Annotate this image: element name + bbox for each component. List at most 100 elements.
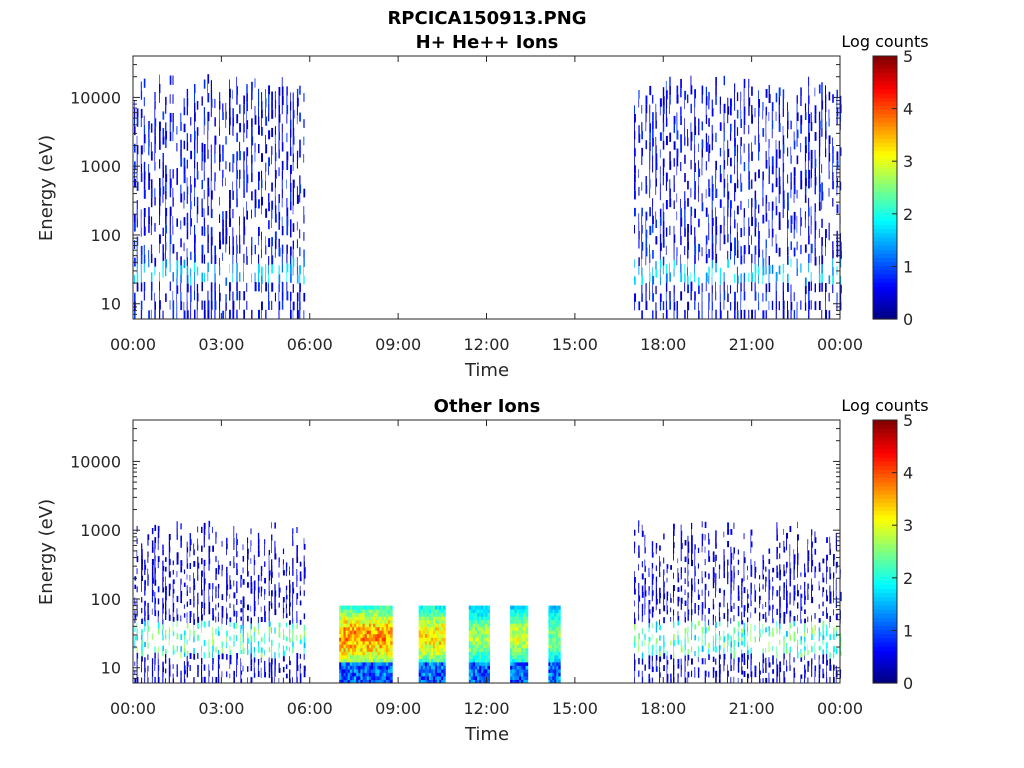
- heatmap-streak: [673, 609, 675, 616]
- heatmap-streak: [787, 228, 788, 238]
- heatmap-streak: [743, 671, 746, 677]
- heatmap-streak: [680, 567, 682, 574]
- heatmap-block-cell: [433, 637, 436, 642]
- colorbar-swatch: [873, 154, 897, 160]
- heatmap-streak: [789, 664, 791, 671]
- heatmap-streak: [246, 255, 248, 265]
- heatmap-streak: [157, 677, 160, 683]
- colorbar-swatch: [873, 146, 897, 152]
- heatmap-block-cell: [420, 651, 424, 656]
- heatmap-streak: [240, 678, 243, 683]
- heatmap-block-cell: [468, 665, 472, 670]
- heatmap-streak: [768, 256, 770, 265]
- heatmap-block-cell: [362, 651, 366, 656]
- heatmap-streak: [719, 96, 721, 106]
- heatmap-streak: [673, 621, 675, 628]
- heatmap-streak: [201, 620, 203, 627]
- heatmap-streak: [786, 532, 788, 539]
- heatmap-streak: [265, 162, 267, 172]
- heatmap-block-cell: [388, 626, 391, 631]
- heatmap-streak: [836, 116, 838, 125]
- heatmap-streak: [203, 162, 205, 172]
- heatmap-block-cell: [339, 626, 342, 631]
- heatmap-block-cell: [390, 647, 393, 652]
- heatmap-streak: [641, 603, 644, 610]
- heatmap-block-cell: [366, 679, 370, 684]
- heatmap-streak: [242, 602, 245, 608]
- heatmap-block-cell: [485, 665, 488, 670]
- heatmap-streak: [651, 563, 654, 569]
- heatmap-streak: [748, 171, 750, 181]
- heatmap-block-cell: [521, 665, 524, 670]
- heatmap-streak: [271, 146, 273, 156]
- heatmap-block-cell: [351, 644, 355, 649]
- heatmap-streak: [772, 595, 773, 601]
- heatmap-streak: [208, 533, 210, 540]
- heatmap-streak: [797, 645, 798, 652]
- heatmap-streak: [247, 666, 249, 672]
- heatmap-block-cell: [343, 616, 347, 621]
- heatmap-block-cell: [426, 640, 430, 645]
- heatmap-streak: [684, 666, 686, 672]
- heatmap-block-cell: [510, 640, 513, 645]
- heatmap-block-cell: [383, 623, 387, 628]
- heatmap-streak: [659, 661, 660, 668]
- heatmap-streak: [808, 104, 809, 114]
- heatmap-block-cell: [362, 609, 366, 614]
- heatmap-block-cell: [341, 654, 344, 659]
- heatmap-block-cell: [358, 609, 361, 614]
- heatmap-block-cell: [428, 626, 432, 631]
- heatmap-block-cell: [475, 651, 478, 656]
- heatmap-streak: [832, 146, 834, 155]
- heatmap-streak: [783, 540, 785, 547]
- heatmap-streak: [694, 89, 696, 99]
- heatmap-streak: [826, 537, 828, 543]
- heatmap-streak: [680, 263, 682, 273]
- heatmap-block-cell: [443, 658, 446, 663]
- heatmap-streak: [207, 262, 209, 272]
- heatmap-streak: [299, 148, 301, 158]
- heatmap-streak: [203, 590, 205, 597]
- heatmap-block-cell: [351, 668, 355, 673]
- heatmap-streak: [214, 98, 216, 109]
- y-tick-label: 100: [90, 226, 121, 245]
- heatmap-streak: [680, 542, 683, 549]
- heatmap-streak: [680, 664, 682, 671]
- heatmap-streak: [196, 135, 198, 145]
- heatmap-streak: [754, 572, 756, 579]
- heatmap-streak: [814, 537, 817, 543]
- colorbar-swatch: [873, 216, 897, 221]
- heatmap-streak: [715, 585, 717, 592]
- heatmap-streak: [176, 552, 179, 559]
- heatmap-streak: [772, 669, 774, 674]
- x-tick-label: 15:00: [552, 335, 598, 354]
- heatmap-streak: [712, 598, 714, 605]
- heatmap-block-cell: [347, 661, 351, 666]
- heatmap-streak: [762, 628, 764, 634]
- heatmap-streak: [233, 640, 235, 647]
- heatmap-streak: [694, 208, 696, 218]
- heatmap-streak: [814, 548, 817, 555]
- heatmap-streak: [783, 582, 785, 589]
- heatmap-block-cell: [383, 605, 387, 610]
- heatmap-streak: [690, 225, 692, 235]
- heatmap-streak: [246, 102, 248, 112]
- heatmap-streak: [278, 122, 280, 132]
- heatmap-streak: [811, 621, 812, 628]
- heatmap-streak: [804, 302, 807, 311]
- colorbar-swatch: [873, 282, 897, 287]
- heatmap-streak: [673, 285, 675, 294]
- heatmap-block-cell: [510, 619, 513, 624]
- heatmap-streak: [172, 598, 174, 603]
- heatmap-streak: [807, 594, 809, 600]
- heatmap-streak: [140, 154, 142, 164]
- heatmap-streak: [778, 114, 781, 123]
- heatmap-streak: [694, 571, 696, 577]
- heatmap-streak: [159, 131, 161, 141]
- heatmap-streak: [691, 646, 693, 653]
- heatmap-streak: [648, 660, 651, 665]
- heatmap-block-cell: [470, 616, 474, 621]
- heatmap-streak: [697, 547, 700, 553]
- heatmap-streak: [274, 187, 276, 197]
- heatmap-block-cell: [377, 668, 380, 673]
